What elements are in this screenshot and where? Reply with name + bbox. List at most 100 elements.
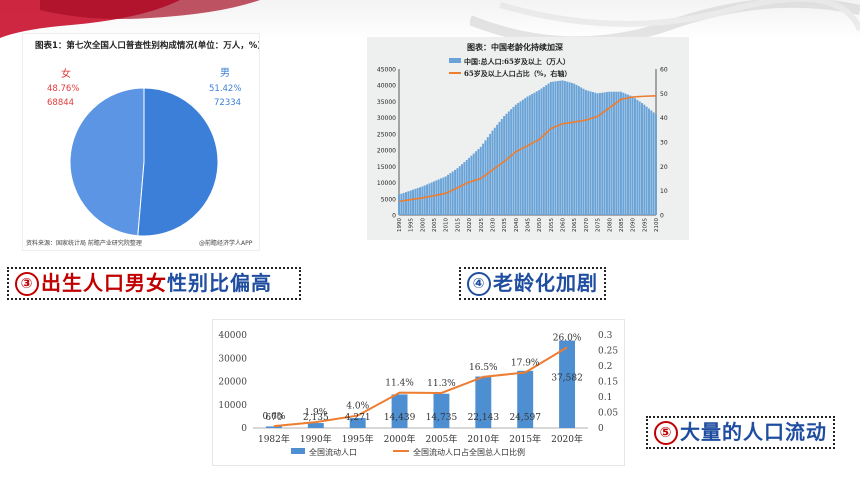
aging-bar <box>433 181 436 215</box>
pie-chart-title: 图表1：第七次全国人口普查性别构成情况(单位：万人，%) <box>35 40 259 51</box>
aging-bar <box>421 186 424 215</box>
flow-category-label: 2015年 <box>509 433 541 445</box>
flow-left-tick: 10000 <box>218 401 247 411</box>
female-percent: 48.76% <box>47 84 79 94</box>
flow-bar <box>391 394 408 428</box>
aging-left-tick: 5000 <box>381 196 396 203</box>
aging-bar <box>648 108 650 215</box>
aging-x-tick: 2010 <box>444 218 450 232</box>
aging-x-tick: 2035 <box>502 218 508 232</box>
aging-bar <box>407 191 410 215</box>
flow-category-label: 2005年 <box>425 433 457 445</box>
aging-x-tick: 2005 <box>432 218 438 232</box>
flow-ratio-label: 16.5% <box>469 363 498 373</box>
aging-bar <box>591 92 594 215</box>
aging-bar <box>540 88 543 215</box>
aging-legend-bar: 中国:总人口:65岁及以上（万人） <box>464 57 570 66</box>
aging-right-tick: 20 <box>660 164 668 171</box>
flow-ratio-label: 1.9% <box>304 408 327 418</box>
flow-right-tick: 0 <box>598 424 604 434</box>
aging-x-tick: 2000 <box>420 218 426 232</box>
aging-chart: 图表：中国老龄化持续加深 中国:总人口:65岁及以上（万人） 65岁及以上人口占… <box>367 37 689 240</box>
aging-x-tick: 2100 <box>654 218 660 232</box>
aging-bar <box>556 81 559 215</box>
aging-bar <box>514 104 517 215</box>
aging-bar <box>598 93 601 215</box>
flow-right-tick: 0.1 <box>598 393 612 403</box>
aging-bar <box>577 86 580 215</box>
aging-bar <box>400 193 403 215</box>
aging-bar <box>463 162 466 215</box>
aging-bar <box>533 92 536 215</box>
flow-bar <box>349 418 366 428</box>
aging-bar <box>622 92 625 215</box>
caption-migration: ⑤ 大量的人口流动 <box>646 416 835 449</box>
flow-category-label: 2020年 <box>551 433 583 445</box>
aging-left-tick: 0 <box>392 213 396 220</box>
aging-x-tick: 2070 <box>584 218 590 232</box>
female-label: 女 <box>61 67 71 80</box>
aging-right-tick: 40 <box>660 115 668 122</box>
aging-bar <box>524 98 527 215</box>
aging-bar <box>517 103 520 215</box>
flow-ratio-label: 17.9% <box>511 359 540 369</box>
aging-x-tick: 2050 <box>537 218 543 232</box>
flow-ratio-line <box>273 346 568 428</box>
aging-x-tick: 2030 <box>490 218 496 232</box>
aging-x-tick: 2085 <box>619 218 625 232</box>
flow-ratio-label: 4.0% <box>346 402 369 412</box>
aging-bar <box>435 180 438 215</box>
aging-bar <box>552 81 555 215</box>
flow-category-label: 2000年 <box>384 433 416 445</box>
aging-left-tick: 15000 <box>377 164 396 171</box>
aging-bar <box>528 95 531 215</box>
caption-aging: ④ 老龄化加剧 <box>459 267 606 300</box>
aging-bar <box>608 91 611 215</box>
aging-x-tick: 1990 <box>397 218 403 232</box>
sex-ratio-pie-chart: 图表1：第七次全国人口普查性别构成情况(单位：万人，%) 女 48.76% 68… <box>26 40 261 247</box>
flow-bar-value-label: 670 <box>265 413 282 423</box>
aging-bar <box>626 94 629 215</box>
aging-bar <box>510 109 513 215</box>
aging-x-tick: 2055 <box>549 218 555 232</box>
flow-bar <box>307 423 324 428</box>
aging-chart-title: 图表：中国老龄化持续加深 <box>467 42 563 52</box>
aging-bar <box>465 159 468 215</box>
aging-bar <box>498 121 501 215</box>
female-value: 68844 <box>47 98 74 108</box>
aging-legend-bar-swatch <box>449 58 461 63</box>
floating-population-chart: 0 10000 20000 30000 40000 0 0.05 0.1 0.15 0.2 0.25… <box>218 331 618 457</box>
flow-ratio-label: 26.0% <box>553 333 582 343</box>
aging-bar <box>398 194 400 215</box>
flow-category-label: 1990年 <box>300 433 332 445</box>
flow-right-tick: 0.25 <box>598 347 618 357</box>
aging-bar <box>519 101 522 215</box>
aging-bar <box>566 81 569 215</box>
aging-bar <box>615 91 618 215</box>
aging-bar <box>447 174 450 215</box>
aging-bar <box>617 91 620 215</box>
aging-bar <box>636 99 639 215</box>
caption-text: 老龄化加剧 <box>493 271 598 295</box>
flow-right-tick: 0.15 <box>598 378 618 388</box>
aging-bar <box>521 99 524 215</box>
aging-bar <box>444 176 447 215</box>
aging-bar <box>584 90 587 215</box>
aging-bar <box>545 85 548 215</box>
aging-x-tick: 2015 <box>455 218 461 232</box>
aging-bar <box>601 92 604 215</box>
sex-ratio-pie-panel: 图表1：第七次全国人口普查性别构成情况(单位：万人，%) 女 48.76% 68… <box>22 33 261 251</box>
flow-category-label: 1982年 <box>258 433 290 445</box>
aging-bar <box>568 82 571 216</box>
caption-number: ⑤ <box>654 421 678 445</box>
flow-legend-bar: 全国流动人口 <box>309 447 357 457</box>
aging-bar <box>570 82 573 215</box>
aging-bar <box>624 93 627 215</box>
aging-bar <box>547 83 550 215</box>
flow-bar <box>559 340 576 428</box>
aging-x-tick: 1995 <box>409 218 415 232</box>
aging-bar <box>489 133 492 215</box>
aging-bar <box>468 157 471 215</box>
aging-bar <box>412 189 415 215</box>
aging-bar <box>652 112 655 215</box>
